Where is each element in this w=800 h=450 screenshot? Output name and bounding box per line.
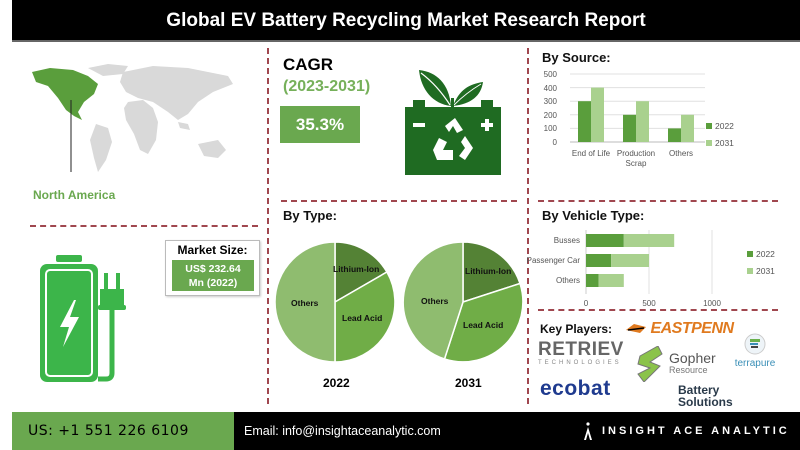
pie-chart-2031: Lithium-Ion Lead Acid Others <box>402 241 524 363</box>
divider-vertical-2 <box>527 48 529 404</box>
gopher-shape-icon <box>637 346 663 382</box>
svg-text:Others: Others <box>669 149 693 158</box>
cagr-value: 35.3% <box>280 106 360 143</box>
svg-text:Scrap: Scrap <box>626 159 647 168</box>
recycle-battery-icon <box>405 70 501 175</box>
logo-gopher: Gopher Resource <box>636 346 716 382</box>
divider-right-1 <box>538 200 778 202</box>
svg-text:Busses: Busses <box>554 236 580 245</box>
eastpenn-boat-icon <box>626 323 646 333</box>
north-america-highlight <box>32 68 98 120</box>
by-vehicle-bar-chart: Busses Passenger Car Others 0 500 1000 202… <box>527 230 775 308</box>
svg-text:Production: Production <box>617 149 655 158</box>
pie-2031-year: 2031 <box>455 376 482 390</box>
report-title: Global EV Battery Recycling Market Resea… <box>12 0 800 42</box>
footer-phone[interactable]: US: +1 551 226 6109 <box>12 412 234 450</box>
svg-text:2022: 2022 <box>756 249 775 259</box>
svg-text:2022: 2022 <box>715 121 734 131</box>
logo-eastpenn: EASTPENN <box>626 320 734 338</box>
pie-label-lead-acid: Lead Acid <box>463 320 503 330</box>
world-map <box>32 64 233 172</box>
svg-text:100: 100 <box>544 124 558 133</box>
market-size-value: US$ 232.64 Mn (2022) <box>172 260 254 291</box>
divider-left <box>30 225 258 227</box>
market-size-value-line2: Mn (2022) <box>188 277 238 289</box>
region-label: North America <box>33 188 116 202</box>
svg-text:End of Life: End of Life <box>572 149 611 158</box>
pie-label-lithium-ion: Lithium-Ion <box>465 266 511 276</box>
market-size-value-line1: US$ 232.64 <box>185 263 241 275</box>
svg-text:400: 400 <box>544 84 558 93</box>
logo-terrapure: terrapure <box>722 333 788 369</box>
pie-label-lithium-ion: Lithium-Ion <box>333 264 379 274</box>
by-source-bar-chart: 0 100 200 300 400 500 End of Life Production… <box>544 70 735 168</box>
svg-text:0: 0 <box>553 138 558 147</box>
cagr-period: (2023-2031) <box>283 78 371 95</box>
charging-battery-icon <box>40 255 126 382</box>
footer-email[interactable]: Email: info@insightaceanalytic.com <box>244 424 441 438</box>
market-size-title: Market Size: <box>177 243 248 257</box>
svg-text:2031: 2031 <box>756 266 775 276</box>
footer-bar: Email: info@insightaceanalytic.com INSIG… <box>234 412 800 450</box>
divider-vertical-1 <box>267 48 269 404</box>
by-source-title: By Source: <box>542 50 611 65</box>
logo-ecobat: ecobat <box>540 377 611 400</box>
svg-text:Others: Others <box>556 276 580 285</box>
footer-brand: INSIGHT ACE ANALYTIC <box>602 425 790 437</box>
divider-right-2 <box>538 309 778 311</box>
svg-text:0: 0 <box>584 299 589 308</box>
market-size-card: Market Size: US$ 232.64 Mn (2022) <box>165 240 260 296</box>
by-vehicle-title: By Vehicle Type: <box>542 208 645 223</box>
svg-text:1000: 1000 <box>703 299 721 308</box>
svg-text:500: 500 <box>544 70 558 79</box>
insight-ace-logo-icon <box>584 422 592 440</box>
pie-chart-2022: Lithium-Ion Lead Acid Others <box>274 241 396 363</box>
svg-text:Passenger Car: Passenger Car <box>527 256 581 265</box>
logo-battery-solutions: Battery Solutions <box>678 383 733 409</box>
pie-2022-year: 2022 <box>323 376 350 390</box>
logo-retriev: RETRIEV TECHNOLOGIES <box>538 339 624 367</box>
svg-text:500: 500 <box>642 299 656 308</box>
cagr-title: CAGR <box>283 55 334 74</box>
svg-text:300: 300 <box>544 97 558 106</box>
pie-label-others: Others <box>291 298 319 308</box>
by-type-title: By Type: <box>283 208 337 223</box>
divider-middle <box>281 200 517 202</box>
svg-text:2031: 2031 <box>715 138 734 148</box>
pie-label-lead-acid: Lead Acid <box>342 313 382 323</box>
key-players-title: Key Players: <box>540 322 613 336</box>
terrapure-badge-icon <box>744 333 766 355</box>
pie-label-others: Others <box>421 296 449 306</box>
svg-text:200: 200 <box>544 111 558 120</box>
